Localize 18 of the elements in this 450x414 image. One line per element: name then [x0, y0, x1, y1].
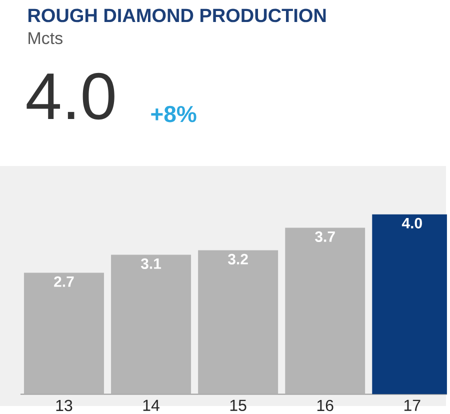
text: 4.0	[26, 72, 114, 120]
data-label: 3.1	[140, 258, 162, 269]
x-tick-label: 17	[404, 400, 420, 411]
x-tick-label: 16	[317, 400, 334, 411]
bar	[24, 272, 104, 394]
bar	[111, 254, 192, 394]
chart-subtitle: Mcts	[28, 32, 62, 44]
bar	[198, 250, 278, 394]
chart-title: ROUGH DIAMOND PRODUCTION	[28, 8, 326, 22]
data-label: 2.7	[54, 276, 74, 287]
data-label: 3.2	[228, 254, 248, 264]
x-tick-label: 14	[143, 400, 160, 411]
x-tick-label: 13	[56, 400, 72, 411]
data-label: 3.7	[315, 231, 335, 242]
data-label: 4.0	[402, 218, 422, 228]
x-tick-label: 15	[230, 400, 246, 411]
text: +8%	[151, 106, 196, 122]
bar	[285, 228, 366, 394]
